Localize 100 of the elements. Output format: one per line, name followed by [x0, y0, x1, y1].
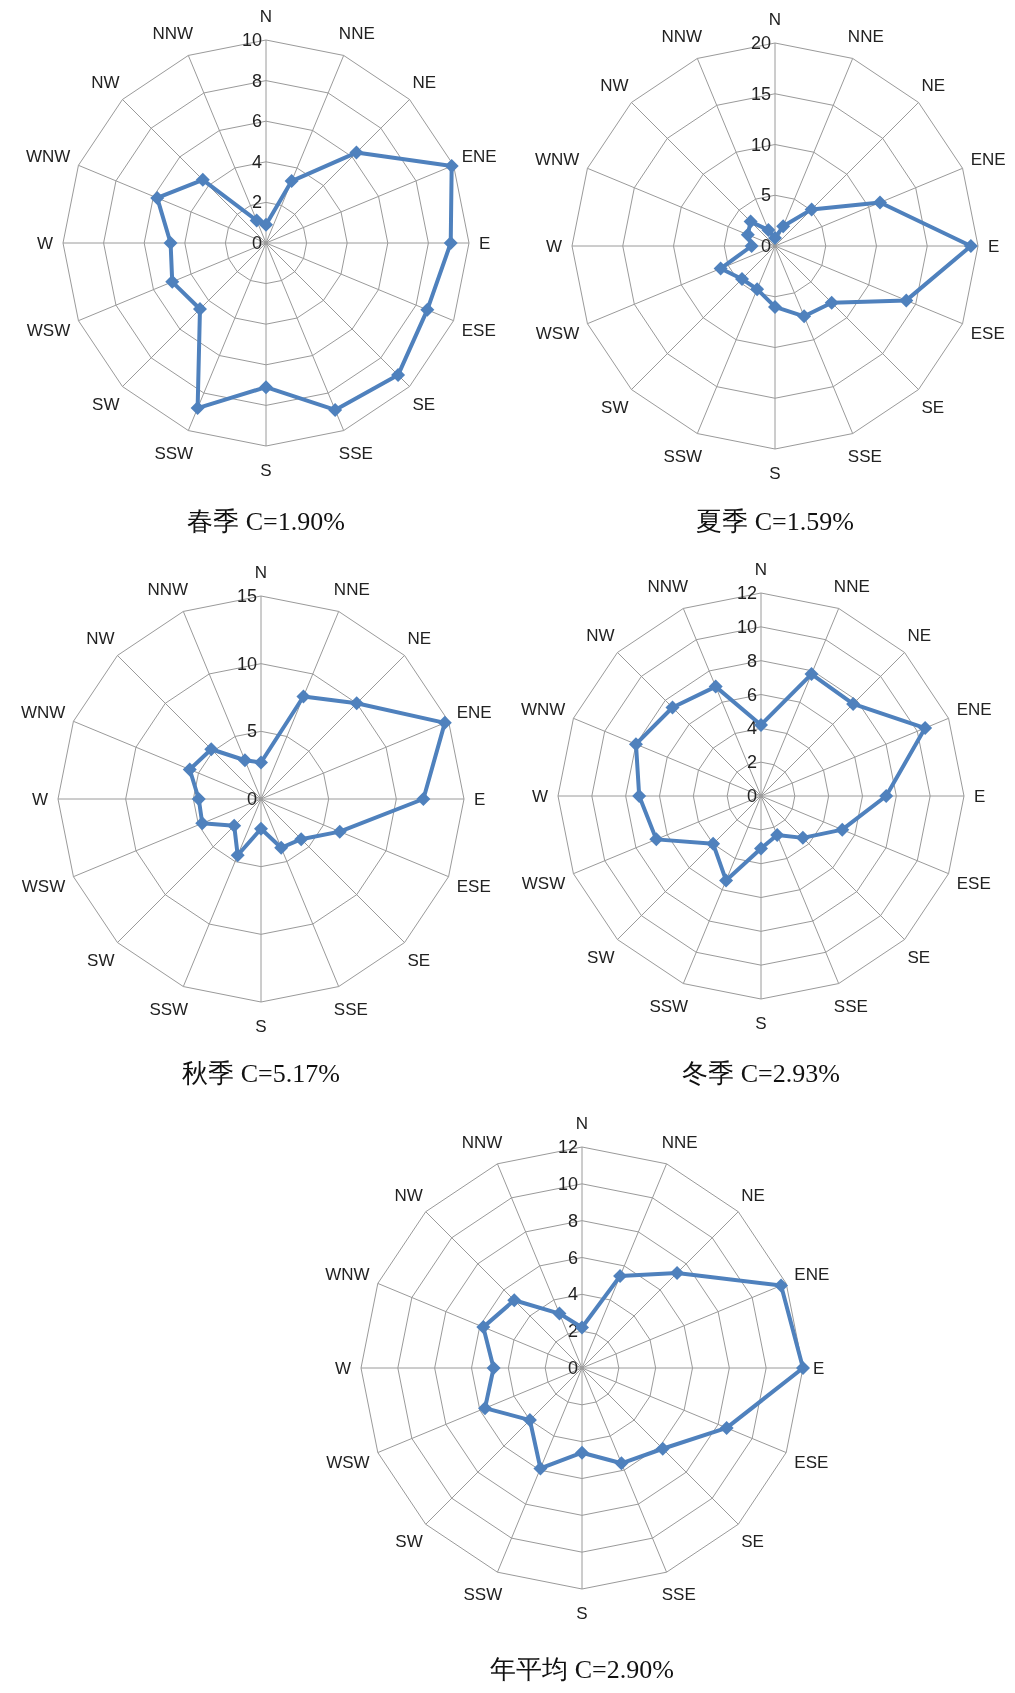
spoke-label: ESE — [794, 1452, 829, 1472]
spoke-label: WNW — [20, 703, 66, 723]
y-tick-label: 2 — [251, 192, 262, 213]
spoke-label: WSW — [535, 323, 580, 343]
y-tick-label: 5 — [246, 721, 257, 742]
y-tick-label: 0 — [760, 236, 771, 256]
spoke-label: SW — [395, 1532, 423, 1552]
spoke-label: NE — [741, 1185, 765, 1205]
spoke-label: W — [334, 1359, 351, 1378]
spoke-label: NNE — [338, 24, 375, 44]
spoke-label: WSW — [326, 1452, 370, 1472]
y-tick-label: 10 — [241, 30, 262, 50]
text: 秋季 C=5.17% — [182, 1059, 340, 1088]
spoke-label: SE — [741, 1532, 764, 1552]
spoke-label: N — [575, 1114, 589, 1133]
y-tick-label: 0 — [246, 789, 257, 809]
spoke-label: ENE — [956, 700, 992, 720]
text: 年平均 C=2.90% — [490, 1655, 674, 1684]
spoke-label: SE — [907, 947, 931, 967]
spoke-label: ESE — [461, 320, 496, 340]
spoke-label: SE — [921, 397, 945, 417]
spoke-label: W — [545, 237, 562, 256]
spoke-label: ENE — [794, 1265, 830, 1285]
spoke-label: S — [769, 464, 781, 483]
y-tick-label: 4 — [251, 151, 262, 172]
spoke-label: S — [576, 1604, 588, 1623]
y-tick-label: 5 — [760, 185, 771, 206]
spoke-label: ENE — [461, 147, 497, 167]
spoke-label: ESE — [456, 876, 491, 896]
spoke-label: W — [31, 790, 48, 809]
y-tick-label: 15 — [236, 586, 257, 606]
spoke-label: E — [988, 237, 1000, 256]
spoke-label: NNE — [833, 577, 870, 597]
spoke-label: NNW — [647, 577, 689, 597]
y-tick-label: 0 — [251, 233, 262, 253]
spoke-label: NE — [412, 73, 437, 93]
spoke-label: N — [254, 563, 268, 582]
spoke-label: E — [474, 790, 486, 809]
spoke-label: ESE — [956, 873, 991, 893]
text: 夏季 C=1.59% — [696, 507, 854, 536]
spoke-label: SE — [412, 394, 436, 414]
spoke-label: NW — [600, 76, 629, 96]
spoke-label: ENE — [970, 150, 1006, 170]
spoke-label: NNW — [152, 24, 194, 44]
spoke-label: NNW — [661, 27, 703, 47]
y-tick-label: 2 — [746, 752, 757, 773]
spoke-label: SSW — [463, 1585, 503, 1605]
spoke-label: SSE — [333, 999, 368, 1019]
y-tick-label: 15 — [750, 83, 771, 104]
spoke-label: NNE — [661, 1132, 698, 1152]
spoke-label: S — [255, 1017, 267, 1036]
spoke-label: NNW — [461, 1132, 503, 1152]
spoke-label: WSW — [26, 320, 71, 340]
y-tick-label: 20 — [750, 33, 771, 53]
spoke-label: SW — [92, 394, 120, 414]
y-tick-label: 6 — [251, 111, 262, 132]
spoke-label: ENE — [456, 703, 492, 723]
spoke-label: E — [974, 787, 986, 806]
spoke-label: N — [259, 7, 273, 26]
y-tick-label: 6 — [746, 684, 757, 705]
spoke-label: S — [755, 1014, 767, 1033]
spoke-label: W — [36, 234, 53, 253]
spoke-label: SSE — [661, 1585, 696, 1605]
spoke-label: ESE — [970, 323, 1005, 343]
spoke-label: WNW — [520, 700, 566, 720]
spoke-label: SW — [601, 397, 629, 417]
y-tick-label: 8 — [251, 70, 262, 91]
spoke-label: SE — [407, 950, 431, 970]
spoke-label: WNW — [25, 147, 71, 167]
spoke-label: NW — [586, 626, 615, 646]
spoke-label: W — [531, 787, 548, 806]
spoke-label: SSW — [663, 446, 703, 466]
spoke-label: N — [768, 10, 782, 29]
spoke-label: NW — [91, 73, 120, 93]
spoke-label: WNW — [534, 150, 580, 170]
spoke-label: SSE — [833, 996, 868, 1016]
y-tick-label: 12 — [557, 1137, 578, 1157]
spoke-label: SSE — [847, 446, 882, 466]
spoke-label: NE — [907, 626, 932, 646]
y-tick-label: 10 — [557, 1173, 578, 1194]
spoke-label: WSW — [21, 876, 66, 896]
spoke-label: SSW — [149, 999, 189, 1019]
spoke-label: N — [754, 560, 768, 579]
spoke-label: NW — [394, 1185, 423, 1205]
spoke-label: NE — [921, 76, 946, 96]
spoke-label: SW — [587, 947, 615, 967]
text: 春季 C=1.90% — [187, 507, 345, 536]
spoke-label: NNW — [147, 580, 189, 600]
spoke-label: NE — [407, 629, 432, 649]
y-tick-label: 4 — [567, 1284, 578, 1305]
text: 冬季 C=2.93% — [682, 1059, 840, 1088]
spoke-label: E — [479, 234, 491, 253]
y-tick-label: 0 — [567, 1358, 578, 1378]
y-tick-label: 10 — [236, 653, 257, 674]
y-tick-label: 10 — [750, 134, 771, 155]
spoke-label: SSE — [338, 443, 373, 463]
y-tick-label: 12 — [736, 583, 757, 603]
spoke-label: E — [813, 1359, 825, 1378]
spoke-label: NW — [86, 629, 115, 649]
spoke-label: NNE — [333, 580, 370, 600]
